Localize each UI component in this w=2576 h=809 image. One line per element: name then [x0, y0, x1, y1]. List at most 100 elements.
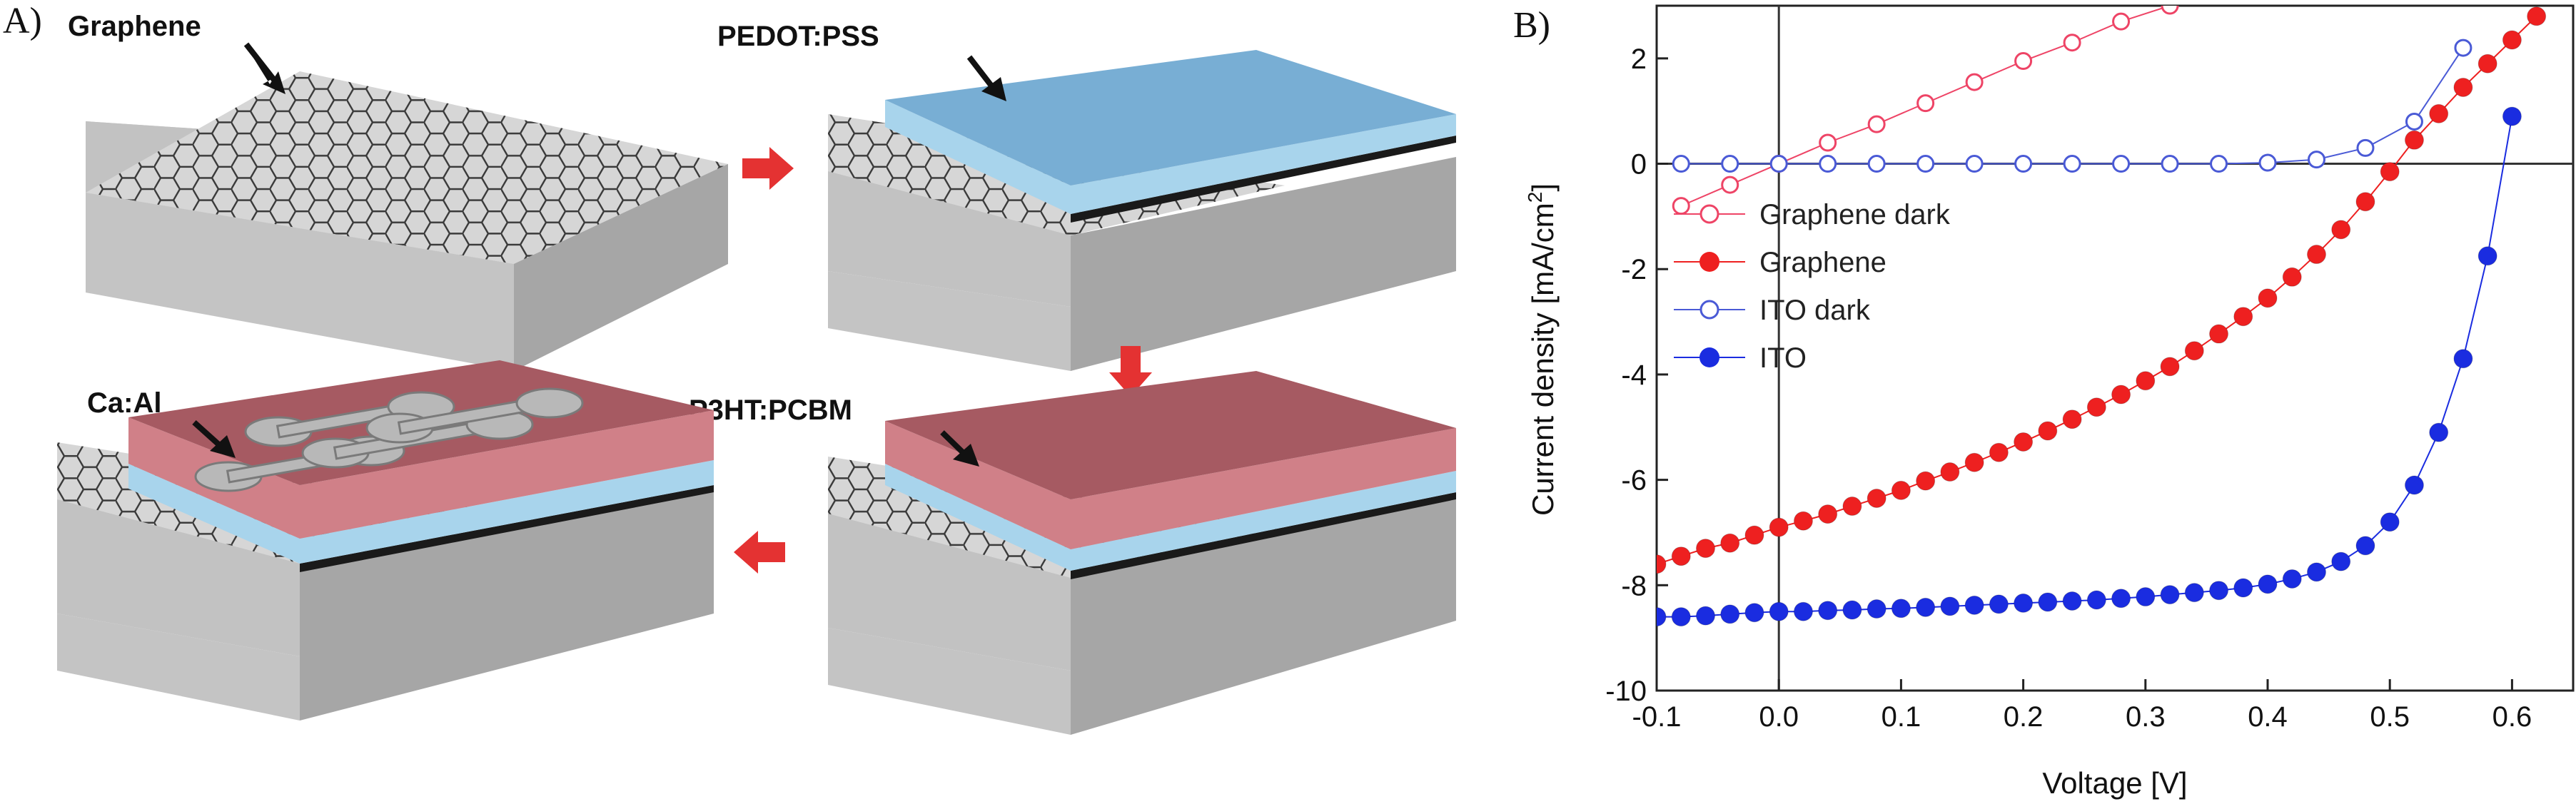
plot-frame	[1655, 4, 2575, 692]
data-point	[1769, 155, 1788, 173]
legend-label: Graphene	[1759, 247, 1886, 278]
data-point	[1867, 115, 1886, 133]
data-point	[1721, 155, 1739, 173]
data-point	[2014, 593, 2034, 613]
data-point	[2063, 155, 2081, 173]
data-point	[2112, 12, 2131, 31]
data-point	[2062, 409, 2082, 429]
y-tick-label: -4	[1621, 360, 1647, 391]
data-point	[2453, 77, 2473, 97]
data-point	[2355, 192, 2375, 212]
device-stage-caal	[57, 360, 714, 721]
series-0	[1672, 6, 2179, 215]
data-point	[2112, 155, 2131, 173]
data-point	[2477, 246, 2497, 266]
device-stage-graphene	[86, 71, 728, 371]
data-point	[1744, 525, 1764, 545]
x-tick-label: 0.1	[1882, 701, 1921, 733]
data-point	[1964, 452, 1984, 472]
y-tick-label: -8	[1621, 570, 1647, 601]
data-point	[1867, 488, 1886, 508]
x-tick-label: 0.5	[2370, 701, 2410, 733]
data-point	[1793, 511, 1813, 531]
legend-marker	[1699, 347, 1719, 367]
data-point	[2429, 422, 2449, 442]
data-point	[2404, 130, 2424, 150]
data-point	[2161, 6, 2179, 15]
data-point	[2160, 357, 2180, 377]
data-point	[2282, 267, 2302, 287]
data-point	[1916, 155, 1935, 173]
data-point	[2307, 151, 2325, 169]
graphene-layer	[86, 71, 728, 264]
data-point	[1891, 480, 1911, 500]
data-point	[2184, 583, 2204, 603]
legend-label: ITO dark	[1759, 295, 1871, 326]
data-point	[2405, 112, 2423, 131]
data-point	[2282, 569, 2302, 589]
data-point	[1769, 601, 1789, 621]
data-point	[2209, 581, 2229, 601]
data-point	[1657, 607, 1667, 627]
data-point	[2014, 155, 2033, 173]
data-point	[2233, 578, 2253, 598]
data-point	[1657, 554, 1667, 574]
pointer-arrow-icon	[210, 435, 236, 458]
legend-item-ito: ITO	[1674, 342, 1807, 374]
x-tick-label: 0.2	[2004, 701, 2044, 733]
data-point	[2038, 421, 2058, 441]
x-tick-label: 0.0	[1759, 701, 1799, 733]
panel-b-letter: B)	[1513, 5, 1550, 46]
data-point	[2404, 475, 2424, 495]
data-point	[2209, 324, 2229, 344]
data-point	[1671, 607, 1691, 627]
x-tick-label: 0.3	[2126, 701, 2166, 733]
data-point	[2184, 341, 2204, 361]
x-tick-label: -0.1	[1632, 701, 1682, 733]
data-point	[1721, 175, 1739, 194]
legend-marker	[1699, 204, 1719, 224]
data-point	[2502, 30, 2522, 50]
y-axis-label: Current density [mA/cm2]	[1524, 183, 1560, 516]
data-point	[2086, 397, 2106, 417]
data-point	[1940, 462, 1960, 482]
x-tick-label: 0.4	[2248, 701, 2288, 733]
data-point	[2258, 153, 2277, 172]
label-pedot: PEDOT:PSS	[717, 21, 879, 52]
series-2	[1672, 39, 2473, 173]
data-point	[2355, 536, 2375, 556]
device-stage-p3ht	[828, 371, 1456, 735]
series-line	[1680, 6, 2173, 207]
data-point	[2063, 34, 2081, 52]
legend-item-graphene: Graphene	[1674, 247, 1886, 278]
data-point	[1916, 471, 1936, 491]
data-point	[1916, 597, 1936, 617]
data-point	[2233, 307, 2253, 327]
data-series	[1657, 6, 2547, 627]
fabrication-schematic: A) Graphene PEDOT:PSS	[3, 1, 1456, 735]
label-caal: Ca:Al	[87, 387, 161, 419]
pedot-layer	[885, 50, 1456, 185]
data-point	[2331, 551, 2351, 571]
pointer-arrow-icon	[953, 444, 979, 467]
jv-chart: B) -0.1 0.0 0.1 0.2 0.3 0.4 0.5 0.6 -10 -8 -6 -4 -2 0…	[1513, 4, 2575, 800]
data-point	[1720, 533, 1740, 553]
data-point	[1672, 155, 1690, 173]
data-point	[1940, 596, 1960, 616]
data-point	[1818, 601, 1838, 621]
legend-marker	[1699, 252, 1719, 272]
data-point	[2038, 592, 2058, 612]
data-point	[2477, 54, 2497, 73]
data-point	[1964, 595, 1984, 615]
label-p3ht: P3HT:PCBM	[689, 395, 852, 426]
series-line	[1657, 16, 2537, 565]
data-point	[1744, 603, 1764, 623]
data-point	[2258, 288, 2278, 308]
device-stage-pedot	[828, 50, 1456, 371]
data-point	[2136, 371, 2156, 391]
x-tick-label: 0.6	[2492, 701, 2532, 733]
data-point	[2160, 585, 2180, 605]
data-point	[2380, 512, 2400, 532]
p3ht-layer	[885, 371, 1456, 499]
series-line	[1681, 47, 2464, 165]
